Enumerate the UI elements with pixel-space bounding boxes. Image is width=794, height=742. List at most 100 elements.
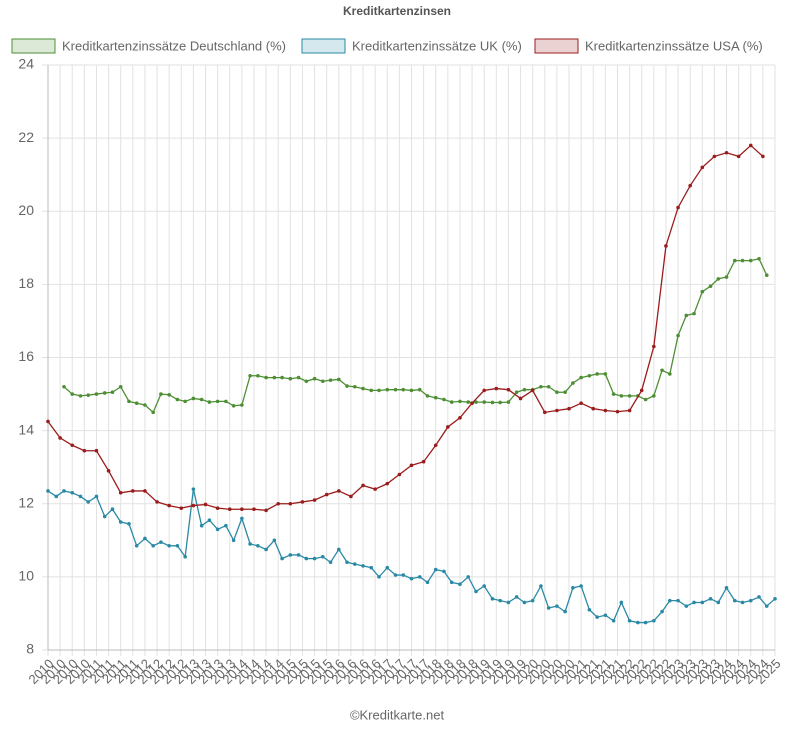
data-point — [764, 273, 769, 278]
data-point — [159, 392, 163, 396]
data-point — [748, 143, 753, 148]
data-point — [466, 575, 471, 579]
data-point — [385, 481, 390, 486]
data-point — [506, 387, 511, 392]
data-point — [143, 536, 147, 541]
y-tick-label: 16 — [18, 348, 34, 364]
data-point — [252, 507, 256, 512]
data-point — [118, 490, 123, 495]
data-point — [474, 400, 478, 404]
data-point — [183, 554, 187, 559]
data-point — [546, 384, 551, 389]
data-point — [757, 256, 761, 261]
data-point — [724, 150, 729, 155]
data-point — [106, 469, 111, 473]
data-point — [748, 598, 753, 603]
data-point — [70, 392, 75, 396]
data-point — [224, 399, 228, 404]
data-point — [131, 489, 135, 493]
data-point — [579, 375, 583, 380]
data-point — [207, 400, 212, 404]
data-point — [240, 516, 244, 521]
data-point — [636, 620, 640, 625]
data-point — [773, 597, 777, 601]
data-point — [328, 560, 333, 565]
data-point — [518, 396, 523, 401]
data-point — [191, 487, 196, 491]
data-point — [421, 459, 426, 464]
data-point — [555, 604, 559, 608]
data-point — [539, 384, 543, 389]
data-point — [676, 598, 680, 603]
data-point — [668, 598, 672, 603]
data-point — [587, 607, 592, 612]
data-point — [264, 547, 268, 552]
data-point — [94, 494, 99, 499]
data-point — [603, 408, 608, 413]
data-point — [748, 258, 753, 263]
data-point — [264, 375, 268, 380]
data-point — [46, 419, 50, 424]
data-point — [256, 543, 260, 548]
data-point — [110, 507, 115, 512]
data-point — [700, 600, 705, 605]
data-point — [312, 556, 317, 561]
data-point — [151, 543, 155, 548]
legend-swatch — [11, 38, 56, 54]
data-point — [716, 277, 721, 281]
data-point — [579, 584, 583, 588]
data-point — [615, 409, 620, 414]
data-point — [692, 311, 696, 316]
data-point — [328, 378, 333, 382]
y-tick-label: 20 — [18, 202, 34, 218]
data-point — [321, 554, 325, 559]
data-point — [571, 586, 575, 590]
data-point — [288, 501, 293, 506]
data-point — [256, 373, 260, 378]
data-point — [86, 393, 91, 397]
data-point — [58, 436, 62, 440]
data-point — [506, 400, 511, 404]
data-point — [304, 556, 309, 561]
data-point — [167, 503, 171, 508]
data-point — [304, 379, 309, 384]
data-point — [506, 600, 511, 605]
data-point — [324, 492, 329, 497]
data-point — [264, 508, 268, 513]
data-point — [288, 376, 293, 381]
data-point — [94, 448, 99, 453]
data-point — [643, 397, 648, 402]
data-point — [207, 518, 212, 523]
data-point — [361, 483, 365, 488]
data-point — [425, 580, 430, 585]
data-point — [530, 598, 535, 603]
data-point — [643, 620, 648, 625]
data-point — [619, 394, 624, 398]
data-point — [555, 408, 559, 413]
data-point — [409, 388, 414, 393]
data-point — [78, 394, 83, 398]
data-point — [764, 604, 769, 608]
data-point — [482, 584, 487, 588]
data-point — [627, 618, 632, 623]
data-point — [449, 400, 454, 404]
data-point — [587, 373, 592, 378]
data-point — [134, 401, 139, 406]
data-point — [102, 514, 107, 519]
data-point — [397, 472, 402, 477]
data-point — [603, 372, 608, 376]
data-point — [498, 598, 502, 603]
data-point — [700, 165, 705, 170]
data-point — [272, 538, 277, 543]
data-point — [385, 565, 390, 570]
data-point — [539, 584, 543, 588]
data-point — [199, 523, 204, 528]
data-point — [240, 403, 244, 407]
y-tick-label: 22 — [18, 129, 34, 145]
data-point — [349, 494, 353, 499]
data-point — [143, 489, 147, 493]
data-point — [514, 595, 519, 599]
data-point — [688, 183, 692, 188]
